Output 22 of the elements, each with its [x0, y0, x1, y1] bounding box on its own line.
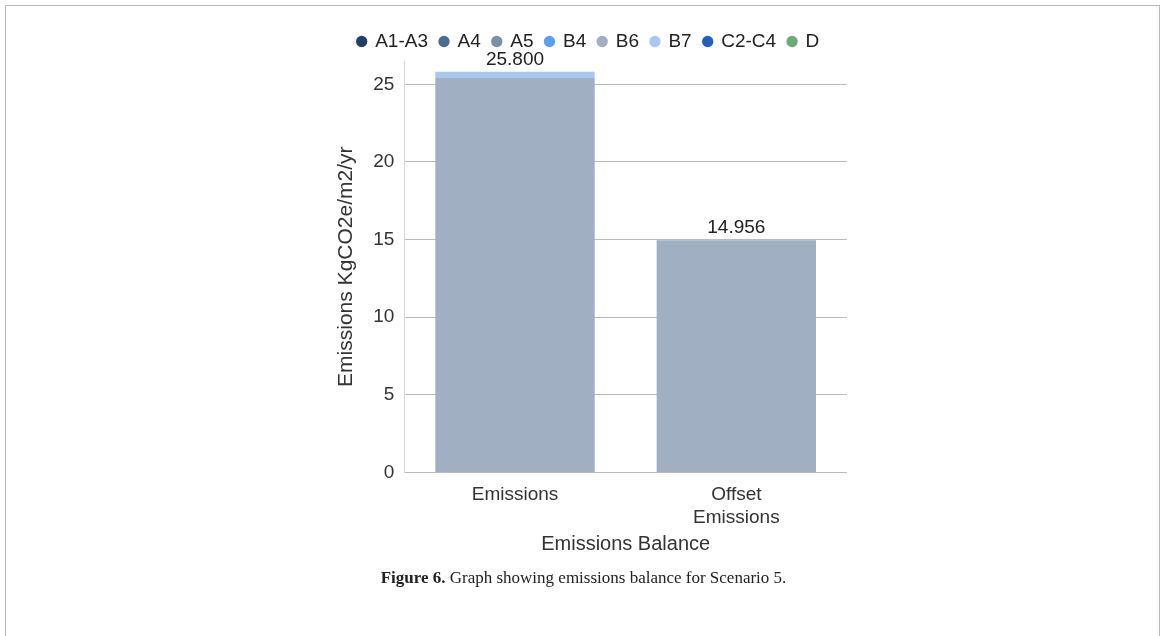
- bar: [435, 71, 595, 79]
- legend-label: C2-C4: [721, 29, 777, 51]
- legend-label: B7: [668, 29, 692, 51]
- legend-label: D: [805, 29, 820, 51]
- bar: [435, 78, 595, 472]
- legend-label: A4: [457, 29, 482, 51]
- caption: Figure 6. Graph showing emissions balance for Scenario 5.: [379, 568, 788, 588]
- y-tick-label: 10: [373, 305, 395, 327]
- x-tick-label: Emissions: [471, 483, 559, 505]
- y-tick-label: 0: [383, 460, 395, 482]
- total-label: 14.956: [707, 215, 766, 237]
- y-tick-label: 25: [373, 72, 395, 94]
- y-tick-label: 20: [373, 150, 395, 172]
- y-tick-label: 5: [383, 383, 395, 405]
- legend-label: B4: [562, 29, 587, 51]
- bar: [656, 240, 817, 472]
- y-tick-label: 15: [373, 227, 395, 249]
- x-tick-label: Offset Emissions: [693, 483, 780, 527]
- legend-label: A1-A3: [375, 29, 428, 51]
- x-axis-title: Emissions Balance: [541, 531, 711, 554]
- y-axis-title: Emissions KgCO2e/m2/yr: [333, 146, 357, 387]
- legend-label: B6: [615, 29, 639, 51]
